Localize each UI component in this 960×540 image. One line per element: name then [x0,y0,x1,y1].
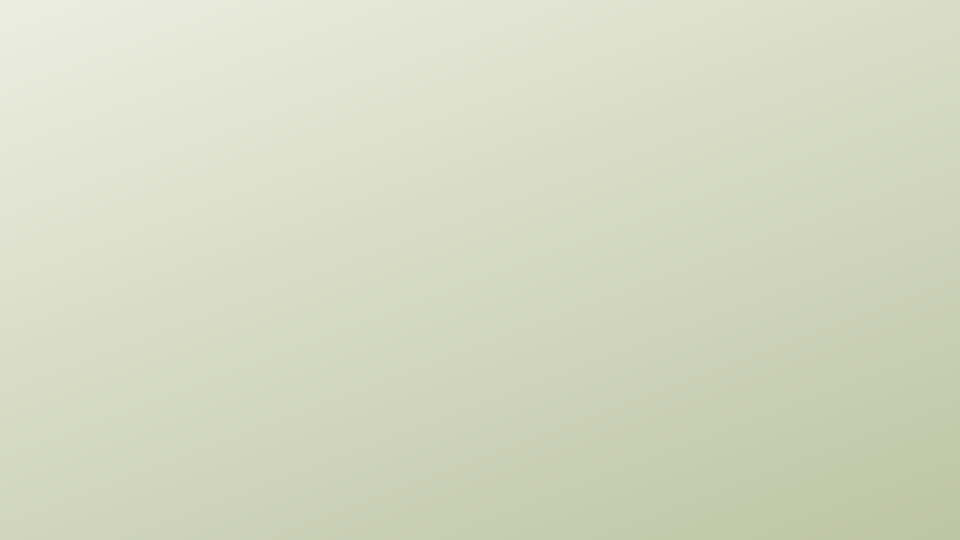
Text: ■: ■ [91,364,107,380]
Text: Observing the Effect of Various Factors
on Blood Pressure and Heart Rate: Observing the Effect of Various Factors … [91,35,766,99]
Text: ◇: ◇ [91,186,105,204]
Text: loss of elasticity of the arteries (seen in arteriosclerosis).: loss of elasticity of the arteries (seen… [125,395,622,413]
Text: Peripheral resistance is increased by: Peripheral resistance is increased by [120,300,441,318]
Text: ■: ■ [91,395,107,410]
Text: blood vessel constriction (most importantly the arterioles): blood vessel constriction (most importan… [130,332,644,350]
Text: Arterial blood pressure is directly proportional to cardiac output (CO, amount o: Arterial blood pressure is directly prop… [120,186,876,253]
Text: BP = CO * PR: BP = CO * PR [307,267,427,285]
Text: ■: ■ [91,332,107,347]
Text: Any factor that increases either the cardiac output or the peripheral resistance: Any factor that increases either the car… [120,435,821,477]
Text: ◇: ◇ [91,435,105,453]
Text: ◇: ◇ [91,300,105,318]
Text: an increase in blood viscosity: an increase in blood viscosity [130,364,393,382]
